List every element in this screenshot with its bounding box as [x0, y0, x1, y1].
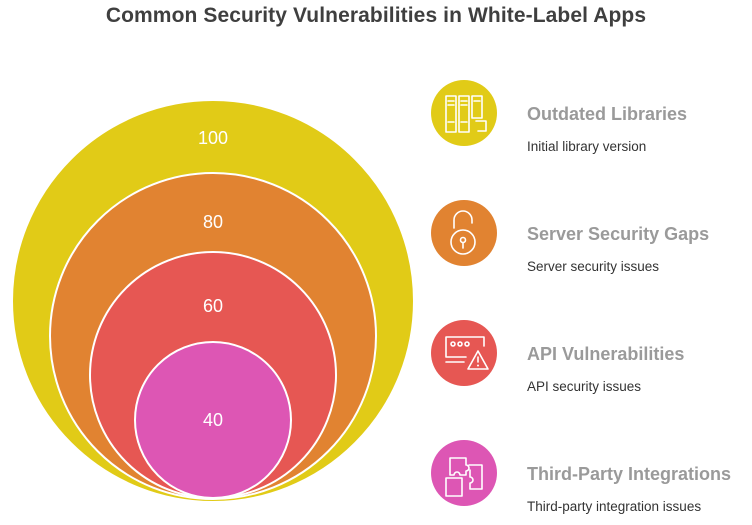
ring-label-100: 100 [198, 128, 228, 148]
legend-item-third-party-integrations: Third-Party Integrations Third-party int… [431, 440, 731, 514]
legend-icon-badge [431, 200, 497, 266]
legend-item-server-security-gaps: Server Security Gaps Server security iss… [431, 200, 709, 274]
legend-title: API Vulnerabilities [527, 344, 684, 364]
legend-icon-badge [431, 320, 497, 386]
legend-description: Initial library version [527, 139, 646, 154]
legend-icon-badge [431, 80, 497, 146]
legend-title: Third-Party Integrations [527, 464, 731, 484]
legend-title: Outdated Libraries [527, 104, 687, 124]
legend-description: Server security issues [527, 259, 659, 274]
ring-label-60: 60 [203, 296, 223, 316]
padlock-icon [450, 210, 476, 255]
puzzle-integration-icon [445, 457, 483, 497]
legend-description: API security issues [527, 379, 641, 394]
legend-description: Third-party integration issues [527, 499, 701, 514]
legend-item-api-vulnerabilities: API Vulnerabilities API security issues [431, 320, 684, 394]
ring-label-40: 40 [203, 410, 223, 430]
diagram-title: Common Security Vulnerabilities in White… [105, 4, 647, 27]
library-icon [445, 95, 487, 133]
legend-title: Server Security Gaps [527, 224, 709, 244]
api-warning-icon [445, 336, 489, 370]
legend-item-outdated-libraries: Outdated Libraries Initial library versi… [431, 80, 687, 154]
ring-label-80: 80 [203, 212, 223, 232]
legend-icon-badge [431, 440, 497, 506]
circle-third-party-integrations [134, 341, 292, 499]
